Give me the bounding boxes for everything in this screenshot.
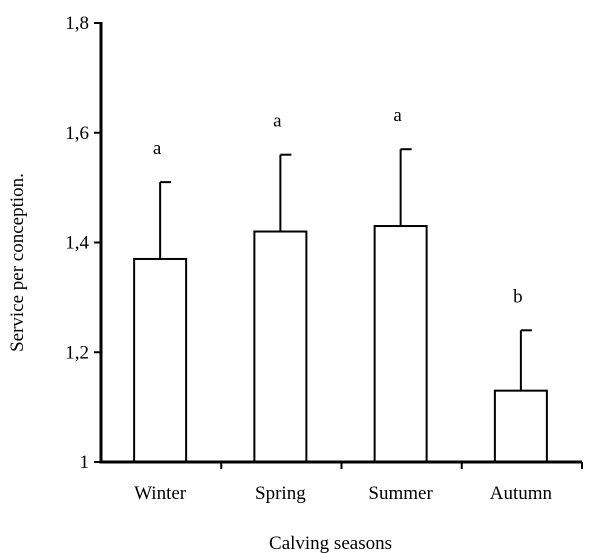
x-axis-ticks: [220, 462, 583, 469]
y-tick-label: 1,4: [65, 233, 89, 254]
significance-letter-summer: a: [393, 105, 402, 126]
y-tick-label: 1: [80, 452, 90, 473]
y-tick-label: 1,8: [65, 13, 89, 34]
y-axis-title: Service per conception.: [7, 173, 28, 352]
y-axis-ticks: 1 1,2 1,4 1,6 1,8: [65, 13, 101, 473]
category-label-autumn: Autumn: [490, 483, 553, 504]
category-label-winter: Winter: [134, 483, 187, 504]
x-axis-category-labels: Winter Spring Summer Autumn: [134, 483, 552, 504]
significance-letter-winter: a: [153, 138, 162, 159]
y-tick-label: 1,6: [65, 123, 89, 144]
category-label-summer: Summer: [368, 483, 433, 504]
y-tick-label: 1,2: [65, 342, 89, 363]
bar-autumn: [493, 389, 548, 464]
bars-group: [133, 225, 548, 464]
significance-letter-autumn: b: [513, 286, 523, 307]
category-label-spring: Spring: [255, 483, 306, 504]
error-bars-group: [159, 148, 532, 391]
bar-winter: [133, 257, 188, 463]
bar-summer: [373, 225, 428, 463]
significance-letters: a a a b: [153, 105, 523, 307]
x-axis-title: Calving seasons: [269, 533, 392, 554]
bar-spring: [253, 230, 308, 463]
significance-letter-spring: a: [273, 111, 282, 132]
